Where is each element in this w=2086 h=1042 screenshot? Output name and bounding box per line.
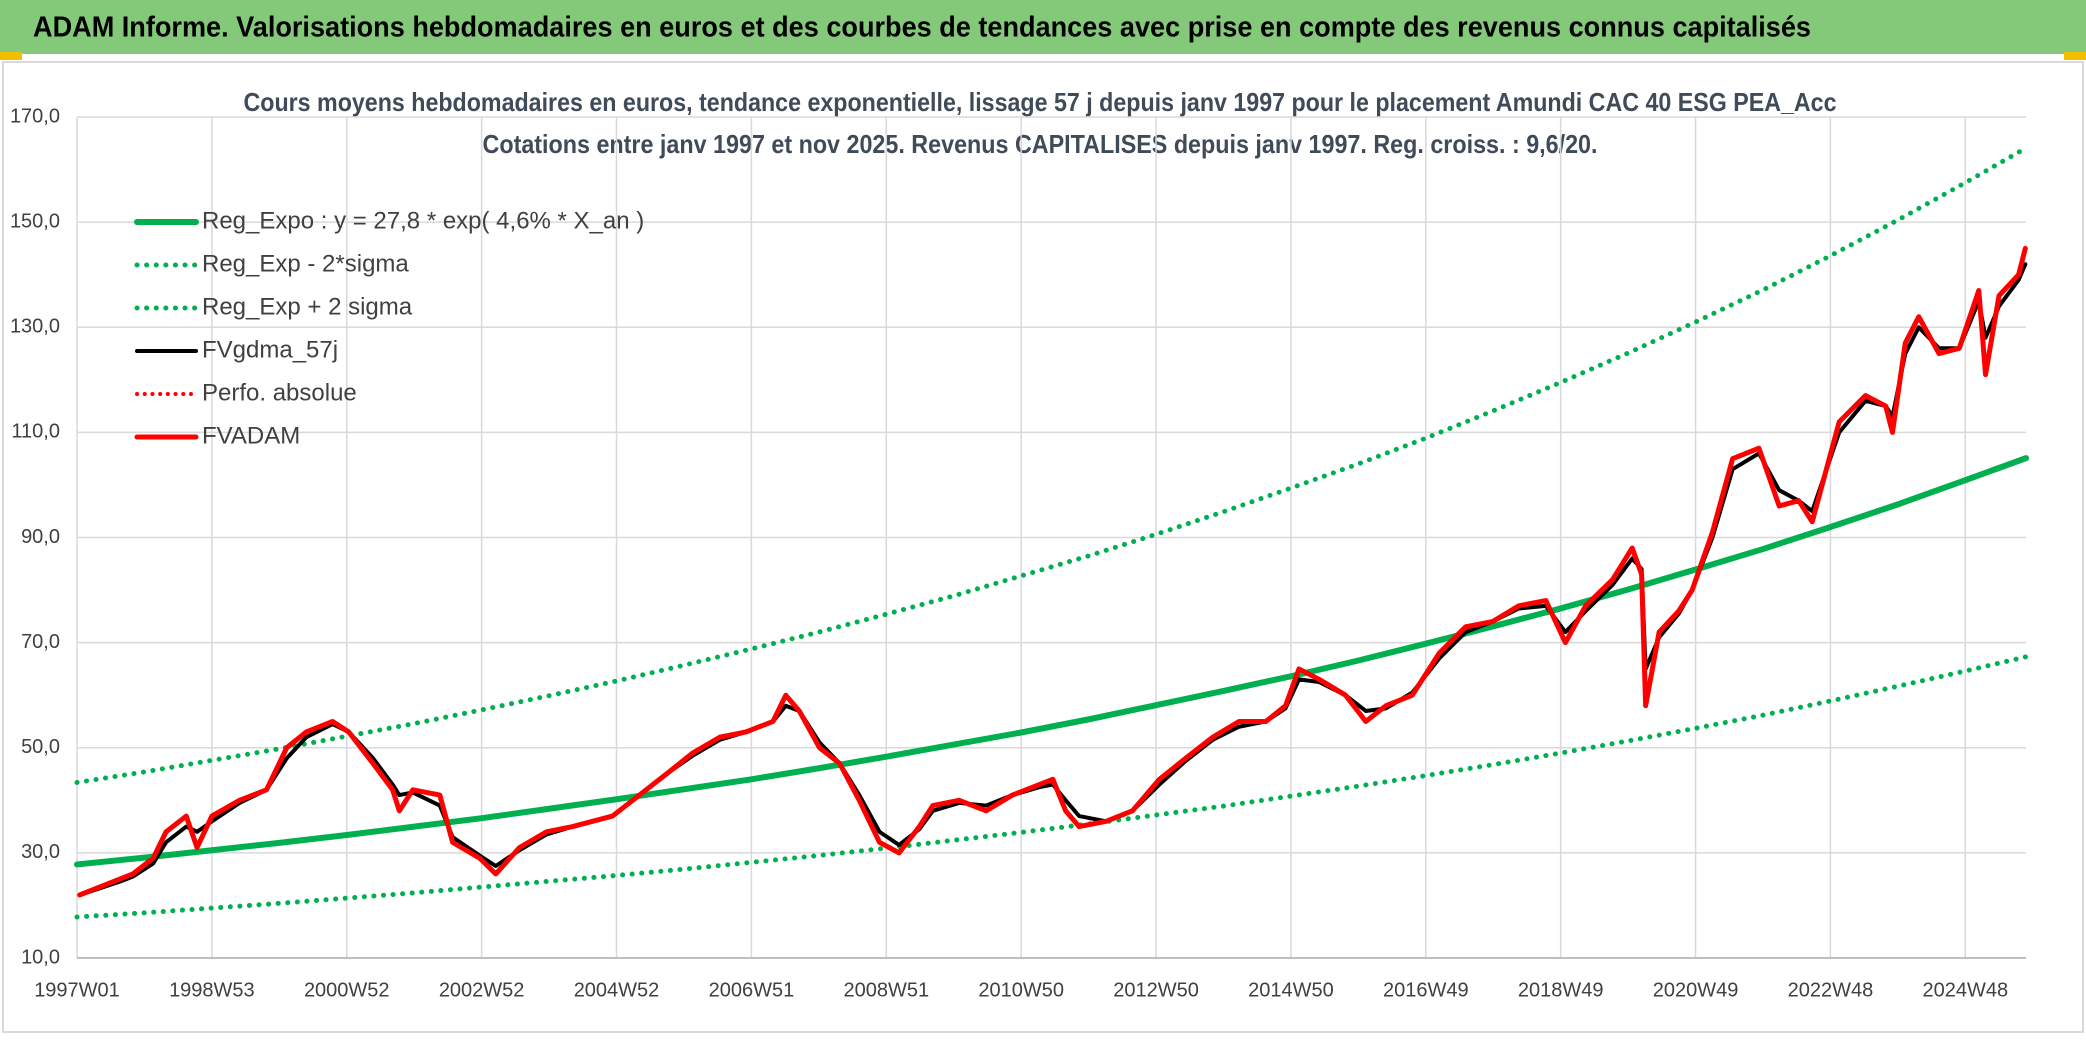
y-tick-label: 150,0 — [10, 210, 60, 232]
x-tick-label: 2010W50 — [978, 979, 1064, 1001]
x-tick-label: 2006W51 — [709, 979, 795, 1001]
x-tick-label: 2002W52 — [439, 979, 525, 1001]
legend-label: Perfo. absolue — [202, 379, 357, 406]
y-tick-label: 50,0 — [21, 736, 60, 758]
x-tick-label: 2012W50 — [1113, 979, 1199, 1001]
y-tick-label: 170,0 — [10, 105, 60, 127]
x-tick-label: 2022W48 — [1788, 979, 1874, 1001]
series-line — [74, 145, 2029, 785]
x-tick-label: 2008W51 — [843, 979, 929, 1001]
y-tick-label: 130,0 — [10, 316, 60, 338]
y-tick-label: 70,0 — [21, 631, 60, 653]
x-tick-label: 2004W52 — [574, 979, 660, 1001]
x-tick-label: 2020W49 — [1653, 979, 1739, 1001]
corner-mark — [0, 52, 22, 60]
series-line — [77, 245, 2028, 898]
legend-label: Reg_Exp - 2*sigma — [202, 250, 409, 277]
y-tick-label: 110,0 — [11, 421, 60, 443]
chart-frame — [2, 61, 2084, 1033]
x-tick-label: 2024W48 — [1922, 979, 2008, 1001]
x-tick-label: 2014W50 — [1248, 979, 1334, 1001]
x-tick-label: 2016W49 — [1383, 979, 1469, 1001]
series-line — [74, 654, 2029, 920]
legend-label: Reg_Exp + 2 sigma — [202, 293, 413, 320]
corner-mark — [2064, 52, 2086, 60]
y-tick-label: 30,0 — [21, 841, 60, 863]
legend-label: FVADAM — [202, 422, 300, 449]
chart-subtitle: Cotations entre janv 1997 et nov 2025. R… — [483, 129, 1598, 159]
page-header: ADAM Informe. Valorisations hebdomadaire… — [33, 12, 1811, 44]
y-tick-label: 90,0 — [21, 526, 60, 548]
x-tick-label: 1998W53 — [169, 979, 255, 1001]
chart-title: Cours moyens hebdomadaires en euros, ten… — [244, 87, 1837, 117]
x-tick-label: 2000W52 — [304, 979, 390, 1001]
x-tick-label: 2018W49 — [1518, 979, 1604, 1001]
y-tick-label: 10,0 — [21, 946, 60, 968]
legend-label: FVgdma_57j — [202, 336, 338, 363]
x-tick-label: 1997W01 — [34, 979, 120, 1001]
header-band — [0, 0, 2086, 54]
legend-label: Reg_Expo : y = 27,8 * exp( 4,6% * X_an ) — [202, 207, 644, 234]
series-line — [74, 455, 2029, 868]
